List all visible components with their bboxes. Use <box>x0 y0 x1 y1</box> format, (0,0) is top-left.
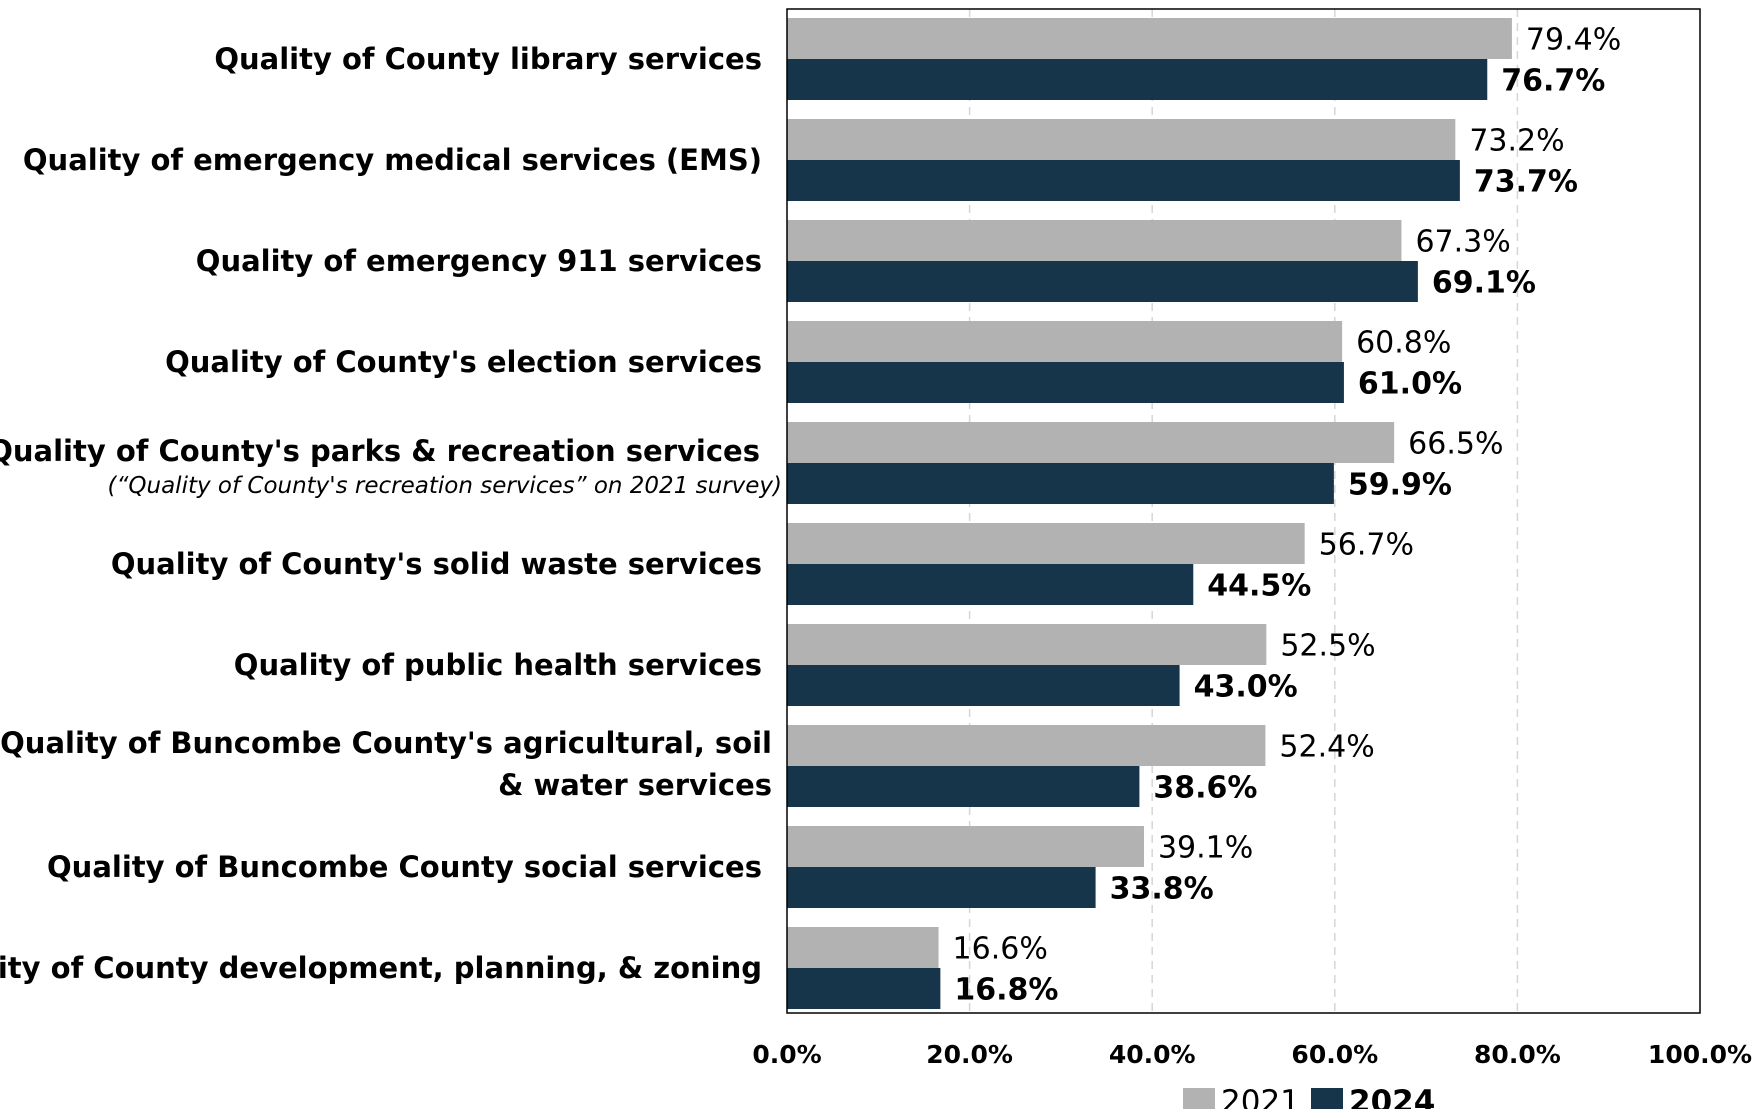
x-tick-label: 0.0% <box>752 1040 821 1069</box>
bar-2024 <box>787 362 1344 403</box>
bar-2021 <box>787 422 1395 463</box>
category-label-line: Quality of Buncombe County's agricultura… <box>0 726 772 760</box>
data-label-2024: 61.0% <box>1358 367 1462 402</box>
bar-2024 <box>787 564 1194 605</box>
bar-2024 <box>787 261 1418 302</box>
legend: 2021 2024 <box>1183 1084 1435 1109</box>
bars <box>787 18 1512 1009</box>
data-label-2021: 39.1% <box>1158 831 1253 866</box>
category-label: Quality of public health services <box>234 648 762 682</box>
bar-2021 <box>787 119 1456 160</box>
data-label-2024: 16.8% <box>954 973 1058 1008</box>
bar-2024 <box>787 160 1460 201</box>
category-label-line: & water services <box>498 768 772 802</box>
category-label: Quality of County's solid waste services <box>111 547 762 581</box>
data-label-2024: 76.7% <box>1501 64 1605 99</box>
plot-frame <box>786 8 1701 1014</box>
bar-2021 <box>787 321 1343 362</box>
data-label-2024: 59.9% <box>1348 468 1452 503</box>
data-label-2024: 73.7% <box>1474 165 1578 200</box>
bar-2024 <box>787 867 1096 908</box>
bar-2021 <box>787 725 1266 766</box>
category-label: Quality of Buncombe County's agricultura… <box>0 726 772 802</box>
category-label: Quality of emergency 911 services <box>196 244 762 278</box>
data-labels: 79.4% 73.2% 67.3% 60.8% 66.5% 56.7% 52.5% 52.4%… <box>953 23 1622 1008</box>
data-label-2021: 67.3% <box>1415 225 1510 260</box>
data-label-2021: 60.8% <box>1356 326 1451 361</box>
category-label: Quality of emergency medical services (E… <box>23 143 762 177</box>
legend-swatch-2024 <box>1311 1088 1343 1109</box>
data-label-2024: 33.8% <box>1110 872 1214 907</box>
bar-2021 <box>787 18 1512 59</box>
data-label-2024: 43.0% <box>1194 670 1298 705</box>
data-label-2021: 79.4% <box>1526 23 1621 58</box>
x-tick-label: 100.0% <box>1648 1040 1752 1069</box>
data-label-2024: 38.6% <box>1153 771 1257 806</box>
data-label-2021: 56.7% <box>1319 528 1414 563</box>
legend-swatch-2021 <box>1183 1088 1215 1109</box>
data-label-2021: 66.5% <box>1408 427 1503 462</box>
x-tick-label: 40.0% <box>1109 1040 1196 1069</box>
bar-2024 <box>787 968 941 1009</box>
data-label-2021: 52.5% <box>1280 629 1375 664</box>
bar-2024 <box>787 59 1488 100</box>
bar-2021 <box>787 927 939 968</box>
category-label: Quality of Buncombe County social servic… <box>47 850 762 884</box>
x-tick-label: 60.0% <box>1291 1040 1378 1069</box>
x-tick-label: 20.0% <box>926 1040 1013 1069</box>
legend-label-2024: 2024 <box>1349 1084 1435 1109</box>
bar-2024 <box>787 766 1140 807</box>
data-label-2024: 44.5% <box>1207 569 1311 604</box>
data-label-2021: 52.4% <box>1279 730 1374 765</box>
bar-2024 <box>787 463 1334 504</box>
x-axis-tick-labels: 0.0% 20.0% 40.0% 60.0% 80.0% 100.0% <box>752 1040 1752 1069</box>
category-labels: Quality of County library services Qualit… <box>0 42 782 985</box>
bar-2021 <box>787 826 1144 867</box>
data-label-2021: 16.6% <box>953 932 1048 967</box>
bar-2021 <box>787 220 1402 261</box>
category-label: Quality of County's parks & recreation s… <box>0 434 760 468</box>
data-label-2021: 73.2% <box>1469 124 1564 159</box>
legend-label-2021: 2021 <box>1221 1084 1300 1109</box>
x-tick-label: 80.0% <box>1474 1040 1561 1069</box>
bar-2021 <box>787 624 1267 665</box>
bar-2024 <box>787 665 1180 706</box>
category-label: Quality of County development, planning,… <box>0 951 762 985</box>
bar-2021 <box>787 523 1305 564</box>
category-label: Quality of County library services <box>214 42 762 76</box>
category-label: Quality of County's election services <box>165 345 762 379</box>
data-label-2024: 69.1% <box>1432 266 1536 301</box>
category-note: (“Quality of County's recreation service… <box>108 473 782 499</box>
